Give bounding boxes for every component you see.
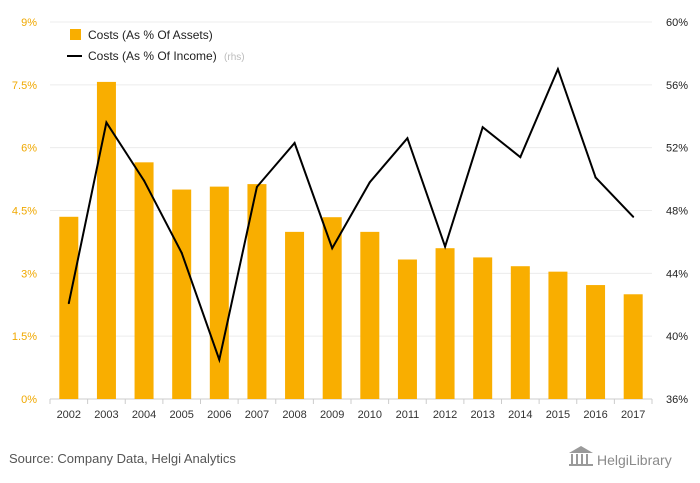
y-left-tick-label: 0% — [21, 394, 37, 406]
bar — [59, 216, 79, 399]
x-tick-label: 2007 — [245, 409, 269, 421]
bar — [209, 186, 229, 399]
legend-label-line-note: (rhs) — [224, 52, 245, 63]
x-tick-label: 2002 — [57, 409, 81, 421]
y-left-tick-label: 1.5% — [12, 331, 37, 343]
x-tick-label: 2009 — [320, 409, 344, 421]
bar — [134, 162, 154, 399]
bar — [548, 271, 568, 399]
line-point — [105, 121, 108, 124]
y-left-tick-label: 3% — [21, 268, 37, 280]
bar — [96, 81, 116, 399]
source-note: Source: Company Data, Helgi Analytics — [9, 451, 236, 466]
y-left-tick-label: 7.5% — [12, 80, 37, 92]
y-right-tick-label: 56% — [666, 80, 688, 92]
line-point — [594, 176, 597, 179]
x-axis: 2002 2003 2004 2005 2006 2007 2008 2009 2010 2011… — [49, 399, 653, 421]
y-axis-left: 0% 1.5% 3% 4.5% 6% 7.5% 9% — [12, 17, 37, 406]
footer: Source: Company Data, Helgi Analytics He… — [9, 446, 672, 468]
bar — [473, 257, 493, 399]
x-tick-label: 2016 — [583, 409, 607, 421]
bar — [172, 189, 192, 399]
line-series — [67, 66, 635, 364]
x-tick-label: 2008 — [282, 409, 306, 421]
bar — [510, 266, 530, 399]
line-point — [444, 245, 447, 248]
legend-swatch-bar — [70, 29, 81, 40]
bar — [623, 294, 643, 399]
bar — [586, 285, 606, 399]
x-tick-label: 2015 — [546, 409, 570, 421]
line-point — [218, 358, 221, 361]
line-point — [368, 181, 371, 184]
line-point — [632, 215, 635, 218]
x-tick-label: 2013 — [470, 409, 494, 421]
y-right-tick-label: 48% — [666, 206, 688, 218]
x-tick-label: 2017 — [621, 409, 645, 421]
line-point — [556, 68, 559, 71]
y-axis-right: 36% 40% 44% 48% 52% 56% 60% — [666, 17, 688, 406]
brand-name: HelgiLibrary — [597, 452, 672, 468]
income-cost-line — [67, 66, 634, 364]
x-tick-label: 2012 — [433, 409, 457, 421]
x-tick-label: 2014 — [508, 409, 532, 421]
y-right-tick-label: 36% — [666, 394, 688, 406]
y-right-tick-label: 52% — [666, 143, 688, 155]
x-tick-label: 2005 — [169, 409, 193, 421]
x-tick-label: 2011 — [396, 409, 420, 421]
line-point — [255, 185, 258, 188]
line-point — [406, 137, 409, 140]
legend-label-line-name: Costs (As % Of Income) — [88, 49, 217, 63]
y-right-tick-label: 60% — [666, 17, 688, 29]
line-point — [331, 247, 334, 250]
legend: Costs (As % Of Assets) Costs (As % Of In… — [67, 28, 245, 63]
x-tick-label: 2010 — [358, 409, 382, 421]
x-tick-label: 2004 — [132, 409, 156, 421]
y-left-tick-label: 6% — [21, 143, 37, 155]
bar — [247, 184, 267, 399]
bar — [397, 259, 417, 399]
y-left-tick-label: 9% — [21, 17, 37, 29]
y-left-tick-label: 4.5% — [12, 206, 37, 218]
line-point — [180, 251, 183, 254]
y-right-tick-label: 44% — [666, 268, 688, 280]
line-point — [293, 141, 296, 144]
line-point — [143, 179, 146, 182]
x-tick-label: 2003 — [94, 409, 118, 421]
legend-label-bar: Costs (As % Of Assets) — [88, 28, 213, 42]
legend-label-line: Costs (As % Of Income) (rhs) — [88, 49, 245, 63]
line-point — [481, 126, 484, 129]
bar — [285, 231, 305, 399]
line-point — [67, 302, 70, 305]
bar-series — [59, 81, 643, 399]
bar — [435, 248, 455, 399]
library-building-icon — [569, 446, 593, 466]
x-tick-label: 2006 — [207, 409, 231, 421]
bar — [360, 231, 380, 399]
y-right-tick-label: 40% — [666, 331, 688, 343]
bar — [322, 217, 342, 399]
brand-logo: HelgiLibrary — [569, 446, 672, 468]
line-point — [519, 156, 522, 159]
